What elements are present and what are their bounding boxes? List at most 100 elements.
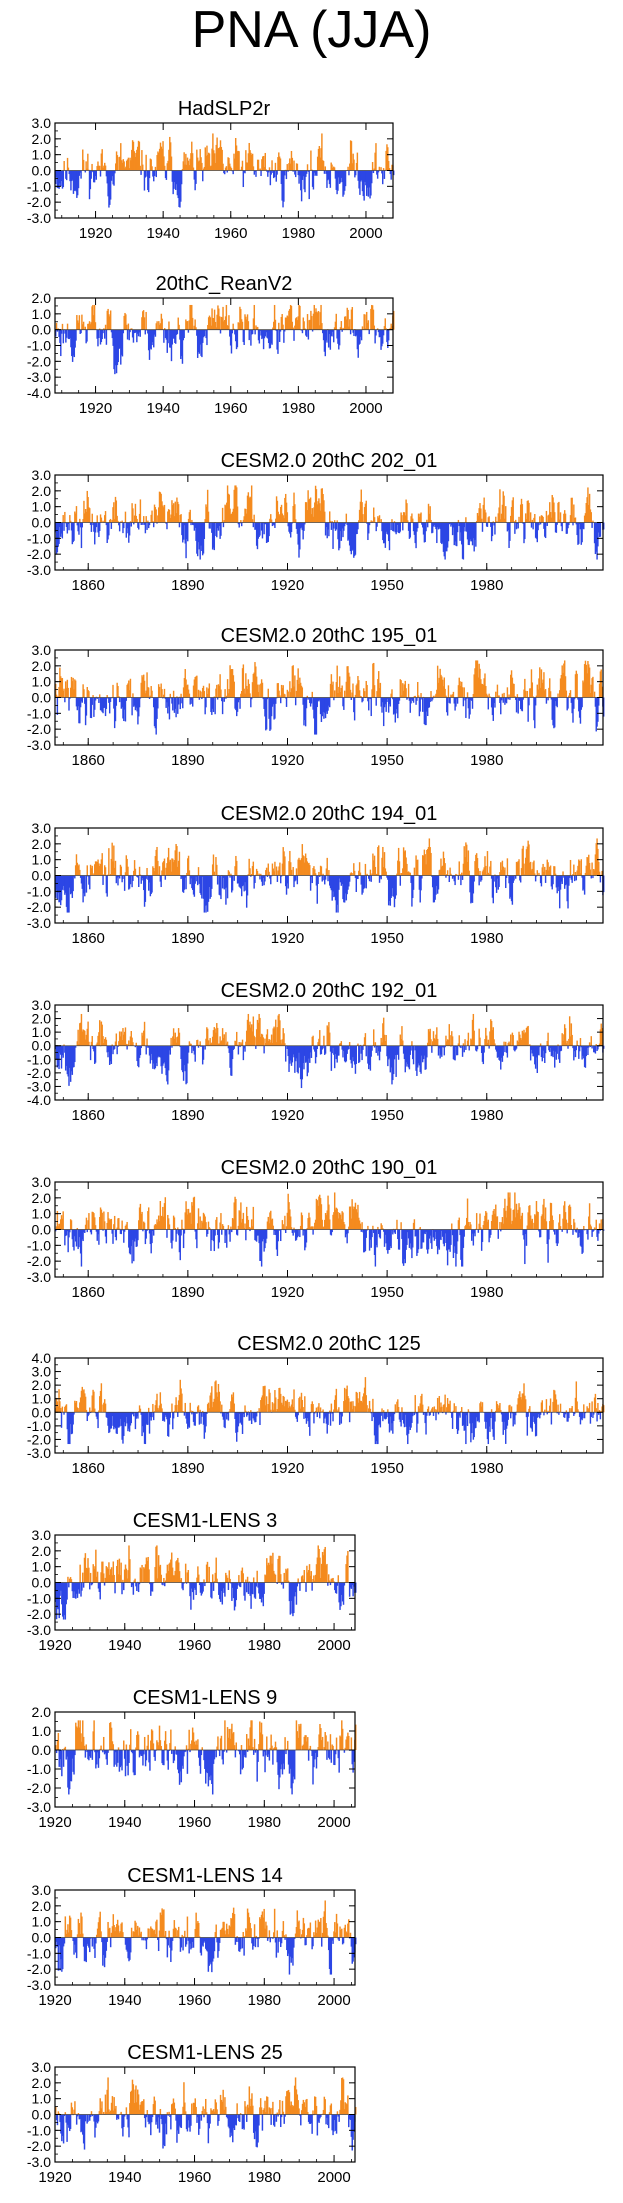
y-tick-label: -3.0 (27, 1269, 51, 1285)
data-bar (557, 1046, 558, 1054)
data-bar (454, 1046, 455, 1061)
data-bar (181, 171, 182, 185)
data-bar (468, 1046, 469, 1051)
data-bar (538, 523, 539, 526)
data-bar (532, 682, 533, 697)
data-bar (366, 876, 367, 889)
data-bar (349, 1042, 350, 1046)
data-bar (128, 1040, 129, 1045)
data-bar (449, 1035, 450, 1046)
data-bar (63, 523, 64, 531)
data-bar (171, 157, 172, 171)
data-bar (256, 1412, 257, 1416)
data-bar (364, 691, 365, 697)
data-bar (149, 171, 150, 179)
data-bar (402, 1041, 403, 1046)
data-bar (302, 1215, 303, 1229)
data-bar (400, 680, 401, 697)
data-bar (472, 698, 473, 709)
x-tick-label: 1980 (470, 752, 503, 769)
data-bar (534, 514, 535, 523)
data-bar (508, 695, 509, 698)
data-bar (334, 167, 335, 170)
data-bar (266, 1396, 267, 1412)
data-bar (105, 166, 106, 171)
data-bar (192, 698, 193, 707)
data-bar (251, 1412, 252, 1424)
data-bar (87, 865, 88, 875)
data-bar (393, 523, 394, 532)
data-bar (589, 668, 590, 698)
data-bar (127, 867, 128, 876)
data-bar (390, 171, 391, 180)
data-bar (420, 512, 421, 522)
data-bar (280, 876, 281, 884)
data-bar (297, 1230, 298, 1237)
data-bar (62, 324, 63, 330)
data-bar (476, 1213, 477, 1229)
data-bar (312, 1226, 313, 1229)
data-bar (119, 698, 120, 703)
data-bar (580, 1038, 581, 1046)
data-bar (302, 1407, 303, 1412)
data-bar (125, 1027, 126, 1045)
data-bar (465, 1046, 466, 1050)
data-bar (583, 1226, 584, 1230)
data-bar (463, 698, 464, 707)
data-bar (138, 523, 139, 530)
data-bar (417, 860, 418, 876)
data-bar (238, 1412, 239, 1426)
data-bar (222, 698, 223, 715)
data-bar (488, 1220, 489, 1230)
data-bar (71, 1220, 72, 1229)
data-bar (347, 1230, 348, 1234)
data-bar (333, 698, 334, 701)
data-bar (400, 1222, 401, 1229)
data-bar (124, 876, 125, 891)
chart-title: CESM2.0 20thC 194_01 (221, 803, 438, 825)
data-bar (589, 1042, 590, 1045)
data-bar (132, 876, 133, 881)
data-bar (106, 876, 107, 897)
data-bar (504, 1046, 505, 1052)
data-bar (293, 1389, 294, 1412)
data-bar (533, 861, 534, 876)
data-bar (105, 511, 106, 522)
data-bar (242, 161, 243, 171)
data-bar (537, 870, 538, 875)
data-bar (516, 698, 517, 713)
data-bar (552, 1220, 553, 1229)
x-tick-label: 1940 (146, 400, 179, 417)
data-bar (399, 698, 400, 701)
x-tick-label: 1890 (171, 1107, 204, 1124)
data-bar (457, 523, 458, 533)
data-bar (302, 330, 303, 334)
data-bar (413, 1046, 414, 1065)
data-bar (108, 523, 109, 536)
data-bar (176, 1230, 177, 1234)
data-bar (354, 698, 355, 721)
data-bar (133, 1412, 134, 1416)
data-bar (449, 876, 450, 883)
data-bar (114, 1046, 115, 1049)
data-bar (488, 1040, 489, 1046)
data-bar (236, 861, 237, 876)
data-bar (498, 1230, 499, 1239)
data-bar (226, 166, 227, 170)
data-bar (108, 848, 109, 875)
data-bar (139, 867, 140, 876)
data-bar (550, 691, 551, 697)
data-bar (232, 330, 233, 334)
data-bar (372, 162, 373, 170)
data-bar (205, 1222, 206, 1229)
data-bar (532, 1219, 533, 1230)
data-bar (170, 1038, 171, 1046)
data-bar (237, 507, 238, 523)
data-bar (221, 1230, 222, 1235)
data-bar (66, 171, 67, 181)
data-bar (390, 1230, 391, 1249)
data-bar (346, 514, 347, 523)
data-bar (80, 330, 81, 334)
data-bar (385, 318, 386, 329)
